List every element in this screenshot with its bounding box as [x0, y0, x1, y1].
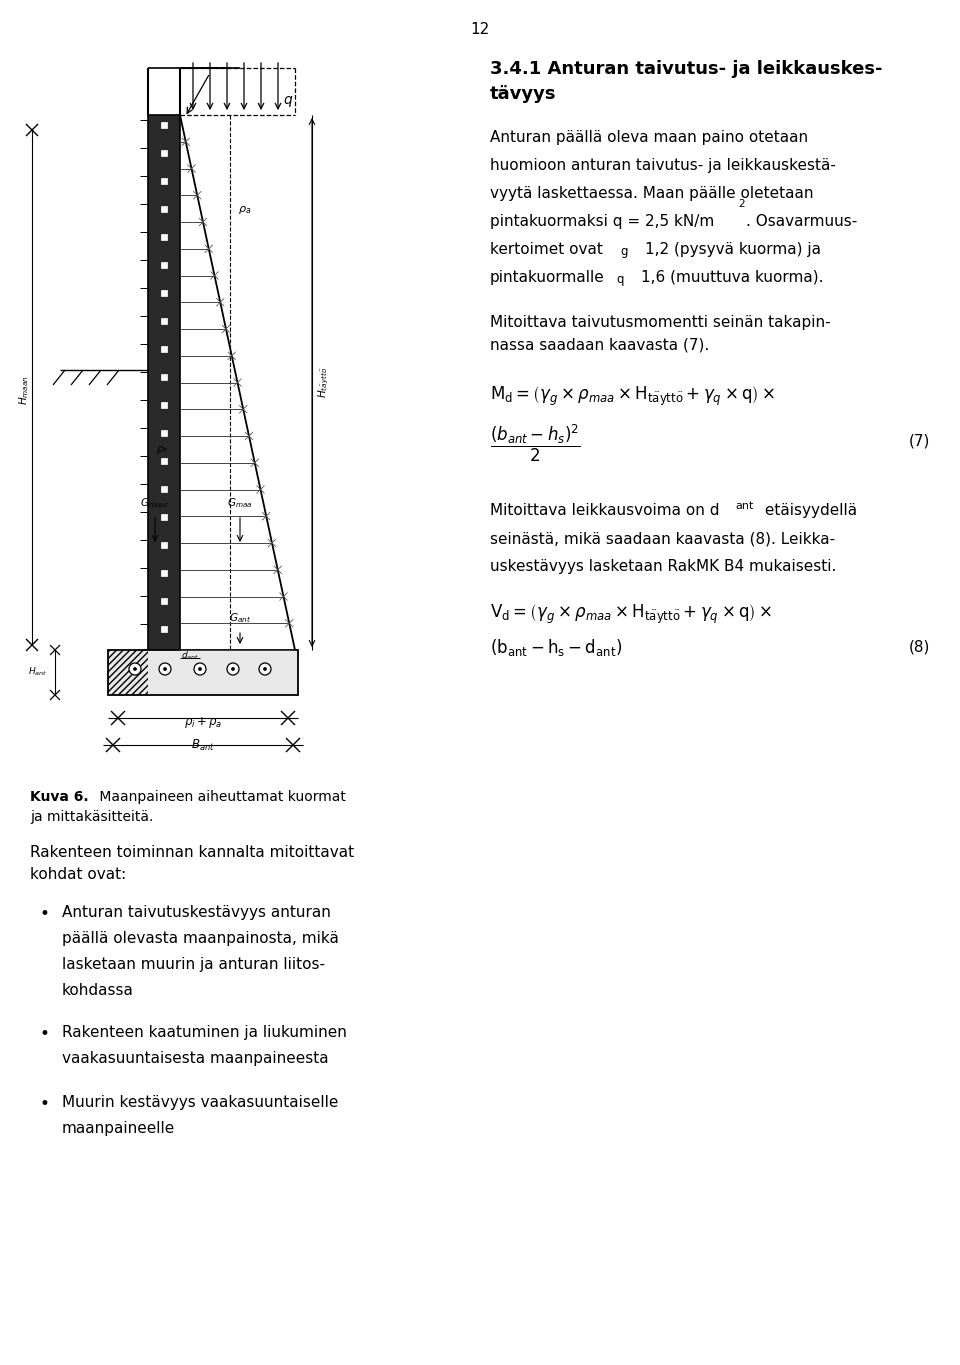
Text: $\rho_i + \rho_a$: $\rho_i + \rho_a$ [183, 715, 223, 730]
Text: $G_{maa}$: $G_{maa}$ [228, 497, 252, 511]
Text: Anturan päällä oleva maan paino otetaan: Anturan päällä oleva maan paino otetaan [490, 130, 808, 145]
Text: 1,2 (pysyvä kuorma) ja: 1,2 (pysyvä kuorma) ja [645, 242, 821, 257]
Text: $d_{ant}$: $d_{ant}$ [180, 650, 199, 662]
Text: $H_{maan}$: $H_{maan}$ [17, 375, 31, 405]
Text: $H_{t\ddot{a}ytt\ddot{o}}$: $H_{t\ddot{a}ytt\ddot{o}}$ [317, 366, 331, 397]
Circle shape [129, 663, 141, 676]
Bar [161, 430, 167, 435]
Bar [161, 515, 167, 520]
Text: ja mittakäsitteitä.: ja mittakäsitteitä. [30, 809, 154, 824]
Bar [161, 177, 167, 184]
Bar [161, 206, 167, 212]
Bar [161, 318, 167, 324]
Text: q: q [283, 93, 292, 106]
Bar [108, 650, 148, 695]
Text: •: • [40, 1025, 50, 1043]
Bar [161, 486, 167, 491]
Text: pintakuormalle: pintakuormalle [490, 270, 605, 285]
Text: Mitoittava leikkausvoima on d: Mitoittava leikkausvoima on d [490, 502, 719, 517]
Text: Rakenteen toiminnan kannalta mitoittavat: Rakenteen toiminnan kannalta mitoittavat [30, 845, 354, 860]
Text: ant: ant [735, 501, 754, 511]
Text: Anturan taivutuskestävyys anturan: Anturan taivutuskestävyys anturan [62, 905, 331, 920]
Circle shape [163, 667, 166, 670]
Text: $B_{ant}$: $B_{ant}$ [191, 738, 215, 753]
Bar [161, 262, 167, 268]
Bar [161, 598, 167, 603]
Text: tävyys: tävyys [490, 85, 557, 102]
Bar [161, 289, 167, 296]
Text: seinästä, mikä saadaan kaavasta (8). Leikka-: seinästä, mikä saadaan kaavasta (8). Lei… [490, 531, 835, 546]
Text: •: • [40, 905, 50, 923]
Text: kohdat ovat:: kohdat ovat: [30, 867, 127, 882]
Text: nassa saadaan kaavasta (7).: nassa saadaan kaavasta (7). [490, 337, 709, 352]
Text: $\mathrm{M_d} = \left(\gamma_g \times \rho_{maa} \times \mathrm{H_{t\ddot{a}ytt\: $\mathrm{M_d} = \left(\gamma_g \times \r… [490, 385, 776, 408]
Circle shape [133, 667, 136, 670]
Text: 3.4.1 Anturan taivutus- ja leikkauskes-: 3.4.1 Anturan taivutus- ja leikkauskes- [490, 60, 882, 78]
Text: uskestävyys lasketaan RakMK B4 mukaisesti.: uskestävyys lasketaan RakMK B4 mukaisest… [490, 560, 836, 575]
Text: lasketaan muurin ja anturan liitos-: lasketaan muurin ja anturan liitos- [62, 957, 325, 972]
Text: Rakenteen kaatuminen ja liukuminen: Rakenteen kaatuminen ja liukuminen [62, 1025, 347, 1040]
Text: $\mathrm{V_d} = \left(\gamma_g \times \rho_{maa} \times \mathrm{H_{t\ddot{a}ytt\: $\mathrm{V_d} = \left(\gamma_g \times \r… [490, 603, 773, 627]
Bar [161, 121, 167, 128]
Text: g: g [620, 244, 628, 258]
Text: vaakasuuntaisesta maanpaineesta: vaakasuuntaisesta maanpaineesta [62, 1051, 328, 1066]
Text: Mitoittava taivutusmomentti seinän takapin-: Mitoittava taivutusmomentti seinän takap… [490, 315, 830, 330]
Text: q: q [616, 273, 623, 287]
Text: (8): (8) [908, 639, 930, 654]
Bar [161, 571, 167, 576]
Bar [161, 374, 167, 379]
Bar [161, 150, 167, 156]
Text: $\rho_a$: $\rho_a$ [238, 203, 252, 216]
Bar [161, 542, 167, 547]
Bar [161, 403, 167, 408]
Text: $G_{muur}$: $G_{muur}$ [140, 497, 170, 511]
Text: pintakuormaksi q = 2,5 kN/m: pintakuormaksi q = 2,5 kN/m [490, 214, 714, 229]
Text: (7): (7) [908, 433, 930, 448]
Text: 12: 12 [470, 22, 490, 37]
Text: $G_{ant}$: $G_{ant}$ [228, 612, 252, 625]
Text: päällä olevasta maanpainosta, mikä: päällä olevasta maanpainosta, mikä [62, 931, 339, 946]
Bar [148, 115, 180, 650]
Text: vyytä laskettaessa. Maan päälle oletetaan: vyytä laskettaessa. Maan päälle oletetaa… [490, 186, 813, 201]
Text: etäisyydellä: etäisyydellä [760, 502, 857, 517]
Text: $\dfrac{(b_{ant}-h_s)^2}{2}$: $\dfrac{(b_{ant}-h_s)^2}{2}$ [490, 423, 581, 464]
Text: Muurin kestävyys vaakasuuntaiselle: Muurin kestävyys vaakasuuntaiselle [62, 1095, 338, 1110]
Bar [108, 650, 298, 695]
Text: 1,6 (muuttuva kuorma).: 1,6 (muuttuva kuorma). [641, 270, 824, 285]
Circle shape [194, 663, 206, 676]
Bar [161, 345, 167, 352]
Text: 2: 2 [738, 199, 745, 209]
Text: $H_{ant}$: $H_{ant}$ [28, 666, 47, 678]
Circle shape [199, 667, 202, 670]
Text: maanpaineelle: maanpaineelle [62, 1121, 176, 1136]
Text: . Osavarmuus-: . Osavarmuus- [746, 214, 857, 229]
Circle shape [263, 667, 267, 670]
Text: •: • [40, 1095, 50, 1112]
Circle shape [231, 667, 234, 670]
Text: Kuva 6.: Kuva 6. [30, 790, 88, 804]
Text: $\rho_r$: $\rho_r$ [156, 444, 168, 456]
Circle shape [159, 663, 171, 676]
Bar [161, 233, 167, 240]
Text: Maanpaineen aiheuttamat kuormat: Maanpaineen aiheuttamat kuormat [95, 790, 346, 804]
Circle shape [259, 663, 271, 676]
Circle shape [227, 663, 239, 676]
Text: kohdassa: kohdassa [62, 983, 133, 998]
Bar [161, 627, 167, 632]
Text: huomioon anturan taivutus- ja leikkauskestä-: huomioon anturan taivutus- ja leikkauske… [490, 158, 836, 173]
Text: $(\mathrm{b_{ant}} - \mathrm{h_s} - \mathrm{d_{ant}})$: $(\mathrm{b_{ant}} - \mathrm{h_s} - \mat… [490, 637, 622, 658]
Bar [161, 459, 167, 464]
Text: kertoimet ovat: kertoimet ovat [490, 242, 603, 257]
